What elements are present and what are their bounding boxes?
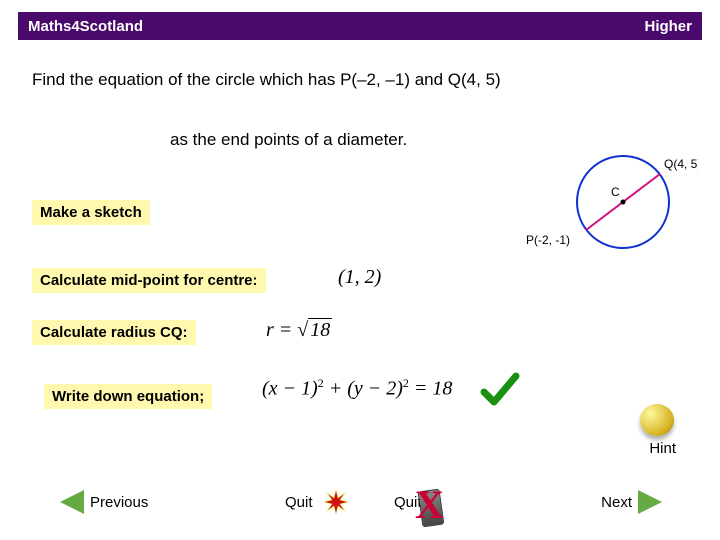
previous-label: Previous — [90, 494, 148, 511]
step-make-sketch: Make a sketch — [32, 200, 150, 225]
hint-label: Hint — [649, 440, 676, 457]
step-midpoint: Calculate mid-point for centre: — [32, 268, 266, 293]
arrow-right-icon — [638, 490, 662, 514]
brand-title: Maths4Scotland — [28, 18, 143, 35]
math-radius: r = 18 — [266, 318, 332, 342]
level-label: Higher — [644, 18, 692, 35]
svg-text:P(-2, -1): P(-2, -1) — [526, 233, 570, 247]
problem-line1: Find the equation of the circle which ha… — [32, 70, 501, 90]
circle-diagram: C Q(4, 5) P(-2, -1) — [508, 146, 698, 266]
math-midpoint: (1, 2) — [338, 266, 381, 289]
next-button[interactable]: Next — [601, 490, 662, 514]
quit-button-1[interactable]: Quit — [285, 489, 349, 515]
math-equation: (x − 1)2 + (y − 2)2 = 18 — [262, 376, 452, 401]
checkmark-icon — [480, 370, 520, 410]
starburst-icon — [323, 489, 349, 515]
hint-orb-icon[interactable] — [640, 404, 674, 436]
header-bar: Maths4Scotland Higher — [18, 12, 702, 40]
previous-button[interactable]: Previous — [60, 490, 148, 514]
arrow-left-icon — [60, 490, 84, 514]
next-label: Next — [601, 494, 632, 511]
nav-row: Previous Quit Quit Next — [40, 482, 680, 522]
quit-label-1: Quit — [285, 494, 313, 511]
step-equation: Write down equation; — [44, 384, 212, 409]
x-mark-icon: X — [415, 481, 444, 528]
step-radius: Calculate radius CQ: — [32, 320, 196, 345]
problem-line2: as the end points of a diameter. — [170, 130, 407, 150]
svg-text:C: C — [611, 185, 620, 199]
svg-text:Q(4, 5): Q(4, 5) — [664, 157, 698, 171]
